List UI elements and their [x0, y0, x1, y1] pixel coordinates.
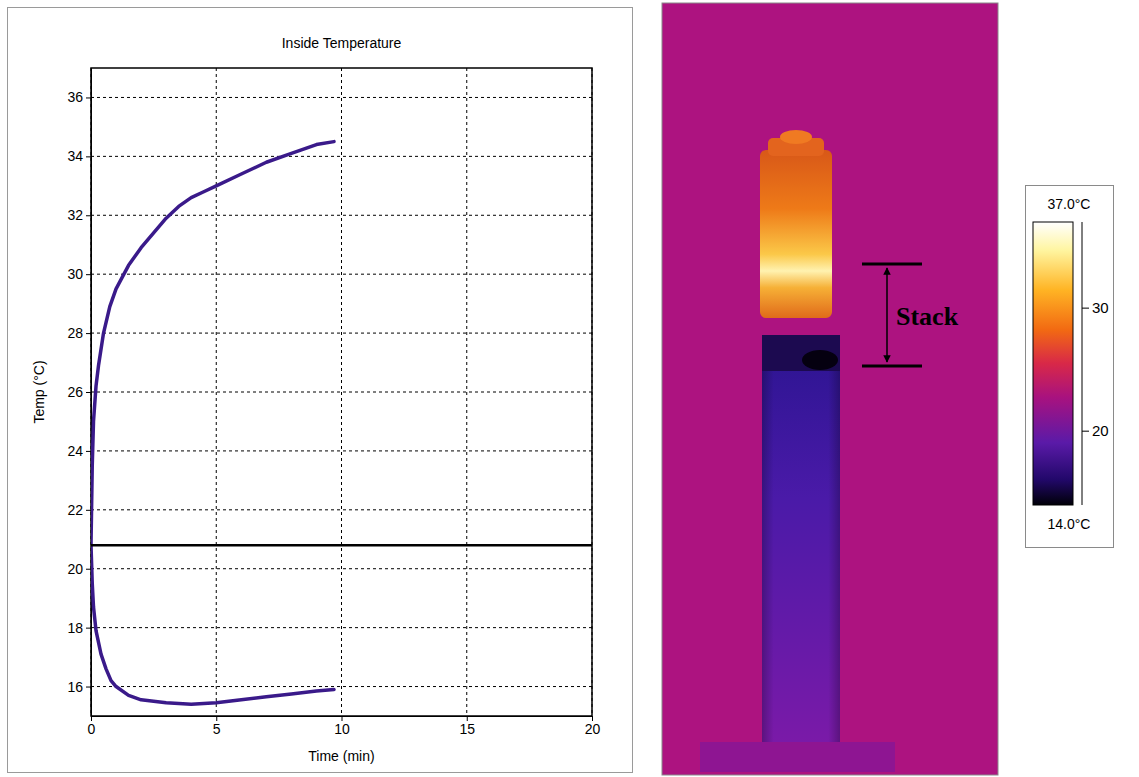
- x-tick-label: 20: [585, 721, 601, 737]
- grid-line-y: [91, 627, 592, 628]
- colorbar-tick-label: 20: [1092, 422, 1109, 439]
- colorbar-ramp: [1033, 222, 1073, 505]
- y-tick-label: 22: [67, 502, 83, 518]
- y-tick: 20: [67, 561, 91, 577]
- y-tick: 34: [67, 148, 91, 164]
- grid-line-y: [91, 392, 592, 393]
- grid-line-x: [216, 68, 217, 716]
- y-tick: 18: [67, 620, 91, 636]
- y-tick-label: 20: [67, 561, 83, 577]
- stack-annotation: Stack: [862, 264, 959, 366]
- x-tick: 0: [88, 716, 96, 737]
- y-tick: 16: [67, 679, 91, 695]
- colorbar-max-label: 37.0°C: [1048, 196, 1091, 212]
- grid-line-y: [91, 274, 592, 275]
- x-tick: 15: [459, 716, 475, 737]
- y-tick-label: 26: [67, 384, 83, 400]
- grid-line-x: [466, 68, 467, 716]
- x-tick: 5: [213, 716, 221, 737]
- colorbar-tick: [1082, 431, 1089, 432]
- y-tick: 28: [67, 325, 91, 341]
- series-group: [91, 142, 592, 705]
- grid-line-y: [91, 156, 592, 157]
- y-axis-title: Temp (°C): [31, 360, 47, 423]
- grid-line-y: [91, 97, 592, 98]
- y-tick: 32: [67, 207, 91, 223]
- grid-line-y: [91, 333, 592, 334]
- y-tick-label: 36: [67, 89, 83, 105]
- series-line: [91, 545, 334, 704]
- thermal-stand: [700, 742, 895, 772]
- grid-line-y: [91, 686, 592, 687]
- y-tick-label: 28: [67, 325, 83, 341]
- y-tick-label: 30: [67, 266, 83, 282]
- x-axis-title: Time (min): [308, 748, 374, 764]
- chart-title: Inside Temperature: [282, 35, 402, 51]
- y-tick-label: 34: [67, 148, 83, 164]
- thermal-stack-cold: [762, 335, 840, 371]
- thermal-cap-top: [780, 130, 812, 144]
- x-tick: 20: [585, 716, 601, 737]
- annotation-bracket: [862, 263, 922, 266]
- colorbar-box: [1026, 186, 1114, 548]
- thermal-tube-shade: [762, 335, 840, 742]
- y-tick: 26: [67, 384, 91, 400]
- colorbar: 20 30 37.0°C 14.0°C: [1026, 186, 1114, 548]
- thermal-tube-body: [762, 335, 840, 742]
- x-tick-label: 15: [459, 721, 475, 737]
- y-axis: 16 18 20 22 24 26 28 30 32 34 36: [67, 69, 91, 717]
- annotation-bracket: [862, 365, 922, 368]
- colorbar-tick-label: 30: [1092, 299, 1109, 316]
- y-tick-label: 16: [67, 679, 83, 695]
- colorbar-min-label: 14.0°C: [1048, 516, 1091, 532]
- y-tick-label: 32: [67, 207, 83, 223]
- colorbar-tick: [1082, 308, 1089, 309]
- thermal-stack-core: [802, 350, 838, 370]
- grid-line-y: [91, 450, 592, 451]
- y-tick: 30: [67, 266, 91, 282]
- y-tick: 36: [67, 89, 91, 105]
- x-tick-label: 10: [334, 721, 350, 737]
- x-tick: 10: [334, 716, 350, 737]
- page: 0 5 10 15 20 16 18 20 22 24 26 28 30 32 34 36 Inside Tem…: [0, 0, 1139, 777]
- chart-panel: [8, 8, 633, 773]
- x-tick-label: 5: [213, 721, 221, 737]
- series-line: [91, 142, 334, 546]
- y-tick-label: 24: [67, 443, 83, 459]
- y-tick: 22: [67, 502, 91, 518]
- thermal-tube-hot: [760, 150, 832, 318]
- colorbar-axis-line: [1082, 222, 1083, 505]
- thermal-background: [662, 3, 998, 775]
- plot-frame: [91, 68, 592, 716]
- y-tick: 24: [67, 443, 91, 459]
- annotation-arrow: [886, 268, 888, 362]
- grid: [91, 68, 592, 716]
- x-tick-label: 0: [88, 721, 96, 737]
- grid-line-x: [341, 68, 342, 716]
- annotation-label: Stack: [896, 302, 959, 331]
- grid-line-y: [91, 509, 592, 510]
- grid-line-y: [91, 215, 592, 216]
- thermal-image: [662, 3, 998, 775]
- x-axis: 0 5 10 15 20: [88, 716, 601, 737]
- y-tick-label: 18: [67, 620, 83, 636]
- grid-line-y: [91, 568, 592, 569]
- series-line: [91, 544, 592, 547]
